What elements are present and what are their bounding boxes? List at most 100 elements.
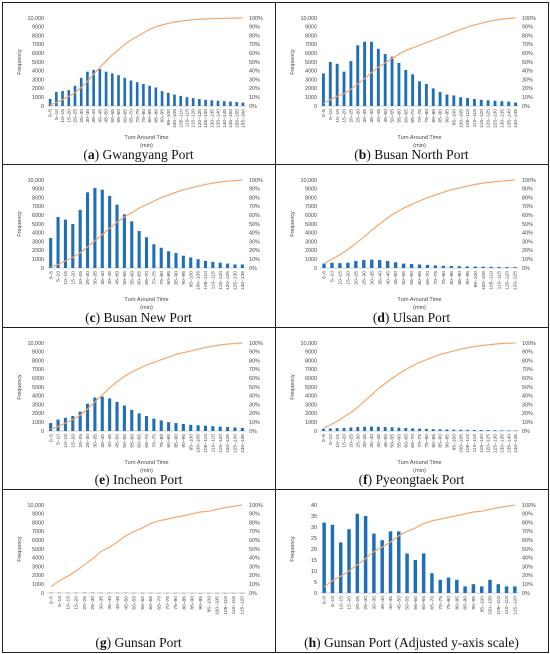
x-tick-label: 20–25 — [77, 271, 83, 285]
y-tick-label: 5000 — [32, 547, 44, 553]
x-tick-label: 10–15 — [334, 108, 340, 122]
y-tick-label: 4000 — [32, 231, 44, 237]
x-tick-label: 10–15 — [63, 271, 69, 285]
x-tick-label: 95–100 — [472, 271, 478, 288]
y-tick-label: 10,000 — [300, 15, 317, 21]
x-tick-label: 40–45 — [375, 433, 381, 447]
x-tick-label: 45–50 — [396, 596, 402, 610]
x-tick-label: 110–115 — [504, 596, 510, 615]
cumulative-line — [49, 16, 243, 106]
x-tick-label: 75–80 — [158, 271, 164, 285]
cumulative-line — [50, 179, 242, 268]
y2-tick-label: 80% — [249, 358, 260, 364]
x-tick-label: 5–10 — [55, 271, 61, 282]
x-tick-label: 30–35 — [92, 271, 98, 285]
bar — [396, 62, 400, 106]
x-tick-label: 0–5 — [47, 108, 53, 116]
x-tick-label: 20–25 — [81, 596, 87, 610]
y2-tick-label: 50% — [249, 547, 260, 553]
y-tick-label: 4000 — [305, 231, 317, 237]
bar — [48, 98, 51, 106]
y-tick-label: 1000 — [305, 257, 317, 263]
y-tick-label: 6000 — [32, 213, 44, 219]
y-tick-label: 6000 — [32, 51, 44, 57]
y2-tick-label: 40% — [249, 231, 260, 237]
y2-tick-label: 70% — [522, 367, 533, 373]
bar — [383, 426, 387, 431]
bar — [488, 266, 493, 268]
bar — [437, 579, 442, 593]
bar — [472, 98, 476, 106]
bar — [151, 418, 155, 431]
y-tick-label: 5000 — [32, 384, 44, 390]
x-tick-label: 50–55 — [121, 433, 127, 447]
x-tick-label: 130–135 — [499, 433, 505, 452]
bar — [70, 415, 74, 431]
x-tick-label: 105–110 — [203, 271, 209, 290]
y-tick-label: 40 — [311, 503, 317, 509]
x-tick-label: 10–15 — [60, 108, 66, 122]
bar — [363, 516, 367, 593]
y-tick-label: 0 — [314, 591, 317, 597]
x-tick-label: 60–65 — [136, 271, 142, 285]
x-tick-label: 65–70 — [144, 271, 150, 285]
bar — [355, 426, 359, 431]
chart-a: 0 1000 2000 3000 4000 5000 6000 7000 8000 9000 10,… — [17, 15, 263, 147]
y-tick-label: 0 — [314, 266, 317, 272]
bar — [92, 187, 96, 268]
bar — [454, 579, 459, 593]
bar — [348, 60, 352, 106]
y2-tick-label: 0% — [249, 428, 257, 434]
x-tick-label: 60–65 — [122, 108, 128, 122]
y2-tick-label: 20% — [249, 411, 260, 417]
x-tick-label: 90–95 — [159, 108, 165, 122]
y-tick-label: 3000 — [305, 402, 317, 408]
y-tick-label: 7000 — [305, 204, 317, 210]
bar — [129, 79, 132, 106]
bar — [321, 263, 326, 268]
bar — [218, 262, 222, 268]
bar — [329, 262, 334, 268]
bar — [446, 577, 450, 593]
y-tick-label: 2000 — [32, 86, 44, 92]
y-tick-label: 8000 — [32, 358, 44, 364]
y2-tick-label: 30% — [249, 239, 260, 245]
bar — [178, 95, 182, 106]
bar — [429, 573, 434, 593]
bar — [98, 68, 101, 106]
bar — [107, 195, 111, 268]
y2-tick-label: 40% — [249, 68, 260, 74]
bar — [144, 415, 148, 431]
y2-tick-label: 0% — [522, 266, 530, 272]
bar — [413, 560, 417, 593]
y2-tick-label: 20% — [249, 86, 260, 92]
y-tick-label: 8000 — [32, 520, 44, 526]
bar — [104, 71, 107, 106]
x-tick-label: 140–145 — [513, 108, 519, 127]
y2-tick-label: 40% — [522, 393, 533, 399]
y2-tick-label: 50% — [249, 222, 260, 228]
x-tick-label: 40–45 — [375, 108, 381, 122]
bar — [196, 259, 200, 268]
cumulative-line — [322, 341, 516, 429]
y-axis-label: Frequency — [17, 211, 23, 237]
x-tick-label: 25–30 — [90, 596, 96, 610]
bar — [209, 99, 213, 106]
x-tick-label: 40–45 — [97, 108, 103, 122]
x-tick-label: 85–90 — [173, 433, 179, 447]
bar — [383, 53, 387, 106]
y2-tick-label: 100% — [522, 340, 536, 346]
y2-tick-label: 60% — [522, 538, 533, 544]
y-tick-label: 2000 — [32, 248, 44, 254]
x-tick-label: 90–95 — [470, 596, 476, 610]
y-tick-label: 0 — [41, 266, 44, 272]
x-tick-label: 95–100 — [451, 108, 457, 125]
cumulative-line — [322, 16, 516, 104]
bar — [335, 63, 339, 106]
y-tick-label: 10,000 — [300, 178, 317, 184]
bar — [110, 72, 114, 106]
bar — [417, 428, 421, 431]
y2-tick-label: 100% — [249, 340, 263, 346]
x-tick-label: 0–5 — [321, 271, 327, 279]
